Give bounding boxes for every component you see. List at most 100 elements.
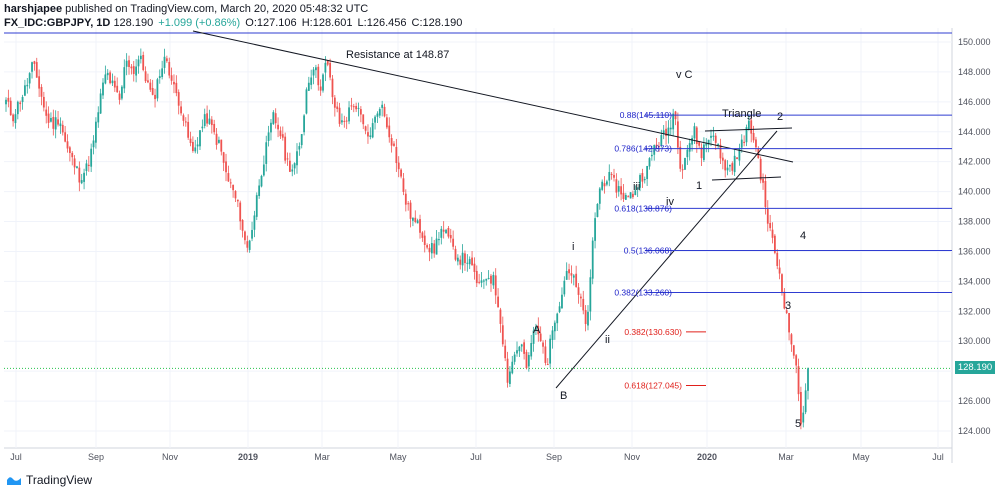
candle-body bbox=[284, 136, 287, 161]
candle-body bbox=[33, 61, 36, 64]
candle-body bbox=[123, 67, 126, 89]
tradingview-brand[interactable]: TradingView bbox=[6, 473, 92, 487]
candle-body bbox=[634, 190, 637, 195]
candle-body bbox=[426, 245, 429, 248]
candle-body bbox=[745, 127, 748, 143]
fib-label: 0.88(145.110) bbox=[620, 110, 672, 120]
candle-body bbox=[769, 222, 772, 229]
candle-body bbox=[757, 149, 760, 159]
candle-body bbox=[341, 120, 343, 123]
candle-body bbox=[669, 127, 672, 130]
candle-body bbox=[577, 287, 580, 295]
candle-body bbox=[293, 163, 296, 169]
candle-body bbox=[210, 119, 213, 126]
candle-body bbox=[180, 106, 182, 114]
candle-body bbox=[532, 330, 535, 344]
candle-body bbox=[412, 217, 414, 221]
candle-body bbox=[494, 275, 497, 296]
candle-body bbox=[236, 199, 239, 202]
candle-body bbox=[639, 175, 641, 188]
candle-body bbox=[729, 164, 731, 167]
candle-body bbox=[336, 106, 339, 109]
candle-body bbox=[142, 54, 145, 71]
candle-body bbox=[591, 240, 594, 279]
candle-body bbox=[258, 185, 261, 197]
candle-body bbox=[196, 144, 199, 147]
candle-body bbox=[68, 147, 71, 153]
fib-levels: 0.88(145.110) 0.786(142.873) 0.618(138.876… bbox=[614, 110, 952, 390]
candle-body bbox=[83, 172, 85, 182]
candle-body bbox=[177, 92, 180, 106]
candle-body bbox=[322, 74, 324, 91]
horizontal-lines bbox=[4, 32, 952, 369]
candle-body bbox=[662, 130, 665, 134]
candle-body bbox=[87, 164, 90, 167]
candle-body bbox=[364, 126, 367, 131]
x-tick-label: May bbox=[389, 452, 407, 462]
candle-body bbox=[783, 291, 786, 309]
y-tick-label: 148.000 bbox=[958, 67, 991, 77]
candle-body bbox=[447, 227, 450, 237]
candle-body bbox=[329, 62, 332, 78]
candle-body bbox=[175, 82, 178, 94]
symbol-name[interactable]: FX_IDC:GBPJPY, 1D bbox=[4, 17, 111, 29]
candle-body bbox=[388, 125, 391, 138]
candle-body bbox=[516, 350, 518, 354]
candle-body bbox=[182, 115, 185, 121]
candle-body bbox=[553, 322, 556, 332]
candle-body bbox=[606, 181, 608, 185]
candle-body bbox=[691, 138, 693, 145]
candle-body bbox=[57, 119, 59, 125]
candle-body bbox=[111, 80, 114, 84]
support-trendline bbox=[555, 130, 778, 389]
candle-body bbox=[324, 62, 327, 73]
candle-body bbox=[45, 109, 48, 116]
candle-body bbox=[40, 86, 43, 97]
candle-body bbox=[710, 135, 712, 138]
candle-body bbox=[232, 184, 235, 191]
trend-lines bbox=[192, 30, 794, 389]
candle-body bbox=[762, 178, 764, 183]
candle-body bbox=[229, 182, 232, 184]
candle-body bbox=[546, 364, 549, 366]
candle-body bbox=[154, 94, 156, 100]
annotation-label: 2 bbox=[777, 111, 783, 123]
candle-body bbox=[509, 371, 511, 384]
low-value: L:126.456 bbox=[357, 17, 407, 29]
candle-body bbox=[752, 132, 755, 141]
candle-body bbox=[568, 269, 570, 274]
candles bbox=[5, 48, 809, 430]
candle-body bbox=[435, 238, 438, 255]
candle-body bbox=[700, 147, 703, 159]
publish-line: harshjapee published on TradingView.com,… bbox=[4, 3, 368, 15]
candle-body bbox=[158, 76, 161, 79]
candle-body bbox=[239, 202, 242, 222]
candle-body bbox=[487, 277, 490, 279]
candle-body bbox=[270, 122, 272, 133]
candle-body bbox=[653, 145, 656, 155]
candle-body bbox=[523, 342, 526, 354]
publisher-name[interactable]: harshjapee bbox=[4, 3, 63, 15]
candle-body bbox=[35, 62, 38, 78]
candle-body bbox=[121, 86, 123, 99]
candle-body bbox=[291, 169, 294, 172]
candle-body bbox=[397, 162, 400, 170]
candle-body bbox=[584, 310, 587, 325]
candle-body bbox=[345, 120, 348, 122]
candle-body bbox=[352, 106, 355, 108]
candle-body bbox=[714, 135, 717, 143]
annotation-label: ii bbox=[605, 334, 610, 346]
candle-body bbox=[712, 135, 715, 137]
candle-body bbox=[807, 368, 809, 391]
candle-body bbox=[151, 88, 154, 95]
candle-body bbox=[501, 325, 504, 345]
y-tick-label: 142.000 bbox=[958, 157, 991, 167]
candle-body bbox=[130, 66, 133, 69]
candle-body bbox=[724, 160, 727, 171]
candle-body bbox=[442, 229, 445, 232]
candle-body bbox=[215, 133, 218, 145]
candle-body bbox=[475, 270, 478, 284]
candle-body bbox=[570, 273, 573, 276]
candle-body bbox=[208, 118, 211, 124]
